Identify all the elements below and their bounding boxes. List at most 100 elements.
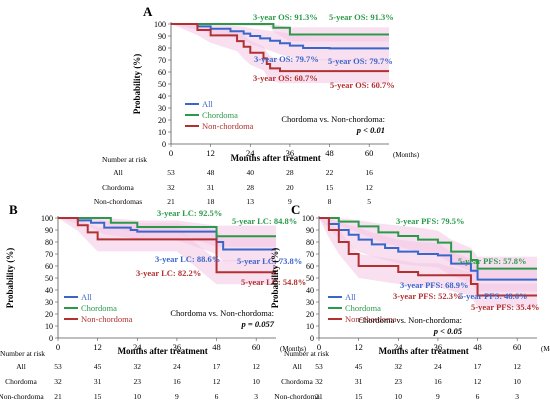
y-tick-label: 70 [158, 56, 166, 65]
annotation-label: 3-year OS: 91.3% [253, 12, 318, 22]
y-tick-label: 40 [306, 286, 314, 295]
x-tick-label: 48 [212, 342, 221, 352]
annotation-label: 5-year LC: 73.8% [237, 256, 302, 266]
y-tick-label: 60 [306, 262, 314, 271]
y-tick-label: 10 [306, 322, 314, 331]
risk-cell: 16 [365, 168, 373, 177]
y-tick-label: 50 [158, 80, 166, 89]
y-tick-label: 20 [306, 310, 314, 319]
y-tick-label: 10 [158, 128, 166, 137]
risk-cell: 23 [395, 377, 403, 386]
y-tick-label: 40 [158, 92, 166, 101]
risk-cell: 16 [173, 377, 181, 386]
risk-cell: 21 [315, 392, 323, 401]
x-axis-title: Months after treatment [118, 346, 208, 356]
x-tick-label: 24 [133, 342, 142, 352]
y-tick-label: 80 [158, 44, 166, 53]
series-line-all [319, 217, 537, 281]
legend-label: Non-chordoma [202, 121, 254, 131]
annotation-label: 5-year PFS: 35.4% [471, 302, 540, 312]
risk-cell: 15 [94, 392, 102, 401]
risk-cell: 53 [315, 362, 323, 371]
risk-table-title: Number at risk [102, 155, 147, 164]
x-tick-label: 0 [169, 148, 173, 158]
y-axis-title: Probability (%) [5, 248, 15, 309]
series-line-non-chordoma [58, 217, 276, 274]
p-value-label: p < 0.05 [433, 326, 463, 336]
risk-row-label: Chordoma [102, 183, 134, 192]
risk-cell: 32 [315, 377, 323, 386]
risk-table-title: Number at risk [0, 349, 45, 358]
x-tick-label: 36 [173, 342, 182, 352]
legend-label: Non-chordoma [81, 314, 133, 324]
x-tick-label: 60 [252, 342, 261, 352]
legend-label: All [345, 292, 357, 302]
risk-cell: 8 [328, 197, 332, 206]
risk-cell: 12 [213, 377, 221, 386]
risk-cell: 18 [207, 197, 215, 206]
risk-row-label: All [113, 168, 123, 177]
legend-label: All [202, 99, 214, 109]
risk-cell: 9 [436, 392, 440, 401]
panel-letter: A [143, 4, 153, 19]
risk-cell: 28 [247, 183, 255, 192]
risk-row-label: Chordoma [5, 377, 37, 386]
legend-label: Chordoma [345, 303, 381, 313]
y-tick-label: 90 [158, 32, 166, 41]
risk-cell: 15 [326, 183, 334, 192]
panel-a: A 0 10 20 30 40 50 60 70 80 90 100 0 12 24 36 48 60 (Month… [94, 4, 420, 206]
ci-band-chordoma [171, 24, 389, 42]
risk-row-label: All [16, 362, 26, 371]
x-tick-label: 12 [206, 148, 215, 158]
y-tick-label: 30 [158, 104, 166, 113]
risk-cell: 10 [134, 392, 142, 401]
y-tick-label: 70 [306, 250, 314, 259]
risk-cell: 31 [207, 183, 215, 192]
risk-row-label: Chordoma [281, 377, 313, 386]
y-tick-label: 100 [41, 214, 53, 223]
annotation-label: 3-year LC: 82.2% [136, 268, 201, 278]
risk-cell: 9 [175, 392, 179, 401]
risk-cell: 21 [167, 197, 175, 206]
x-axis-title: Months after treatment [379, 346, 469, 356]
x-tick-label: 60 [513, 342, 522, 352]
risk-cell: 28 [286, 168, 294, 177]
risk-cell: 53 [54, 362, 62, 371]
risk-cell: 3 [254, 392, 258, 401]
y-tick-label: 30 [45, 298, 53, 307]
annotation-label: 3-year OS: 79.7% [254, 54, 319, 64]
risk-cell: 32 [395, 362, 403, 371]
legend-label: All [81, 292, 93, 302]
risk-row-label: Non-chordoma [274, 392, 320, 401]
y-tick-label: 90 [306, 226, 314, 235]
p-value-label: p < 0.01 [356, 125, 385, 135]
y-tick-label: 50 [45, 274, 53, 283]
risk-cell: 12 [474, 377, 482, 386]
risk-cell: 6 [476, 392, 480, 401]
risk-cell: 3 [515, 392, 519, 401]
x-tick-label: 0 [56, 342, 60, 352]
series-line-chordoma [171, 23, 389, 36]
x-unit-label: (Months) [393, 151, 420, 159]
risk-cell: 6 [215, 392, 219, 401]
y-tick-label: 40 [45, 286, 53, 295]
x-unit-label: (Months) [280, 345, 307, 353]
annotation-label: 3-year OS: 60.7% [253, 73, 318, 83]
legend-label: Chordoma [81, 303, 117, 313]
ci-band-non-chordoma [171, 24, 389, 84]
y-tick-label: 20 [45, 310, 53, 319]
risk-cell: 9 [288, 197, 292, 206]
risk-cell: 13 [247, 197, 255, 206]
y-tick-label: 100 [154, 20, 166, 29]
risk-cell: 45 [355, 362, 363, 371]
risk-cell: 21 [54, 392, 62, 401]
risk-cell: 20 [286, 183, 294, 192]
annotation-label: 3-year PFS: 79.5% [396, 216, 465, 226]
comparison-label: Chordoma vs. Non-chordoma: [358, 315, 462, 325]
risk-cell: 24 [434, 362, 442, 371]
x-tick-label: 12 [354, 342, 363, 352]
ci-band-non-chordoma [58, 218, 276, 285]
legend-label: Chordoma [202, 110, 238, 120]
x-axis-title: Months after treatment [231, 153, 321, 163]
